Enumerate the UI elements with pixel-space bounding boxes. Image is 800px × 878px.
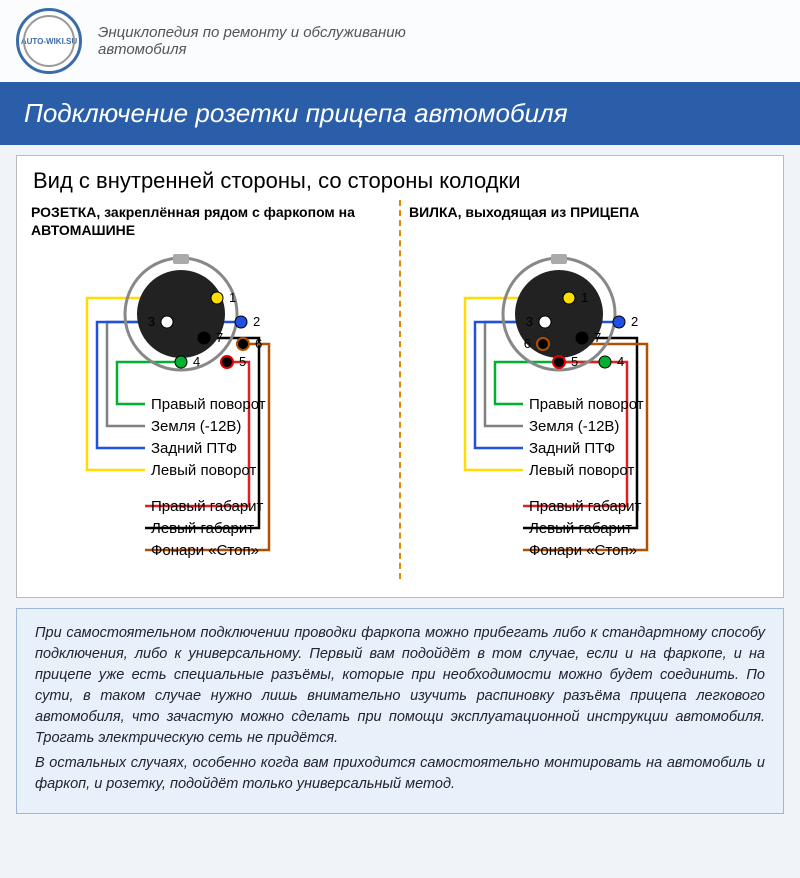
plug-diagram: 1 2 3 4 5 6 7 Правый поворот Земля (-12В) Задний …: [409, 244, 769, 579]
svg-text:Правый габарит: Правый габарит: [529, 498, 642, 515]
tagline: Энциклопедия по ремонту и обслуживанию а…: [98, 24, 418, 58]
svg-text:4: 4: [617, 354, 624, 369]
svg-text:1: 1: [581, 290, 588, 305]
svg-text:Правый поворот: Правый поворот: [151, 396, 266, 413]
svg-text:Земля (-12В): Земля (-12В): [151, 418, 241, 435]
svg-text:Фонари «Стоп»: Фонари «Стоп»: [151, 542, 259, 559]
diagram-title: Вид с внутренней стороны, со стороны кол…: [33, 168, 773, 194]
notes-p2: В остальных случаях, особенно когда вам …: [35, 753, 765, 795]
svg-text:7: 7: [594, 330, 601, 345]
svg-text:Фонари «Стоп»: Фонари «Стоп»: [529, 542, 637, 559]
header: AUTO-WIKI.SU Энциклопедия по ремонту и о…: [0, 0, 800, 82]
svg-text:3: 3: [526, 314, 533, 329]
notes-p1: При самостоятельном подключении проводки…: [35, 623, 765, 749]
svg-text:Правый поворот: Правый поворот: [529, 396, 644, 413]
svg-text:Левый габарит: Левый габарит: [151, 520, 254, 537]
svg-text:1: 1: [229, 290, 236, 305]
svg-text:5: 5: [571, 354, 578, 369]
diagram-columns: РОЗЕТКА, закреплённая рядом с фаркопом н…: [27, 200, 773, 579]
svg-text:Левый габарит: Левый габарит: [529, 520, 632, 537]
socket-diagram: 1 2 3 4 56 7 Правый поворот Земля (-12В) Задний …: [31, 244, 391, 579]
svg-text:7: 7: [216, 330, 223, 345]
svg-text:Левый поворот: Левый поворот: [151, 462, 256, 479]
site-logo: AUTO-WIKI.SU: [16, 8, 82, 74]
notes-panel: При самостоятельном подключении проводки…: [16, 608, 784, 814]
page-title: Подключение розетки прицепа автомобиля: [0, 82, 800, 145]
svg-text:2: 2: [631, 314, 638, 329]
svg-text:Задний ПТФ: Задний ПТФ: [151, 440, 237, 457]
svg-text:3: 3: [148, 314, 155, 329]
svg-text:Земля (-12В): Земля (-12В): [529, 418, 619, 435]
plug-subhead: ВИЛКА, выходящая из ПРИЦЕПА: [409, 204, 769, 244]
svg-text:2: 2: [253, 314, 260, 329]
socket-column: РОЗЕТКА, закреплённая рядом с фаркопом н…: [27, 200, 395, 579]
svg-text:6: 6: [524, 336, 531, 351]
plug-column: ВИЛКА, выходящая из ПРИЦЕПА 1 2 3 4 5 6 7 Правы…: [405, 200, 773, 579]
svg-text:5: 5: [239, 354, 246, 369]
svg-text:4: 4: [193, 354, 200, 369]
svg-text:Левый поворот: Левый поворот: [529, 462, 634, 479]
diagram-panel: Вид с внутренней стороны, со стороны кол…: [16, 155, 784, 598]
logo-text: AUTO-WIKI.SU: [21, 37, 77, 46]
socket-subhead: РОЗЕТКА, закреплённая рядом с фаркопом н…: [31, 204, 391, 244]
svg-text:Правый габарит: Правый габарит: [151, 498, 264, 515]
svg-text:6: 6: [255, 336, 262, 351]
column-divider: [399, 200, 401, 579]
svg-text:Задний ПТФ: Задний ПТФ: [529, 440, 615, 457]
